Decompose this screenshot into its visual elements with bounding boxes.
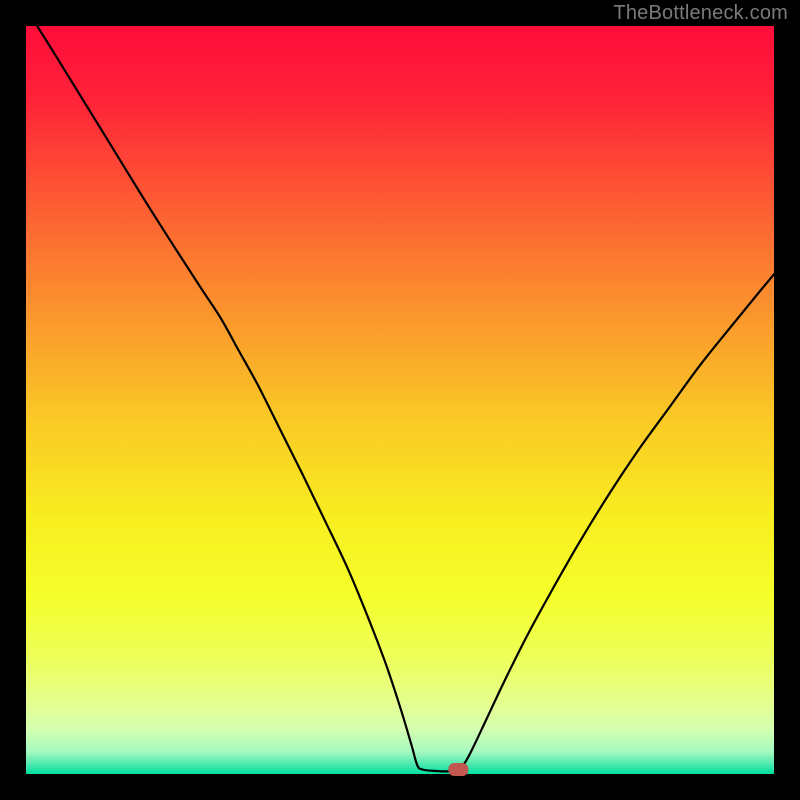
chart-canvas: TheBottleneck.com — [0, 0, 800, 800]
bottleneck-curve-chart — [0, 0, 800, 800]
minimum-marker — [448, 763, 468, 776]
plot-background-gradient — [26, 26, 774, 774]
watermark-text: TheBottleneck.com — [613, 2, 788, 25]
